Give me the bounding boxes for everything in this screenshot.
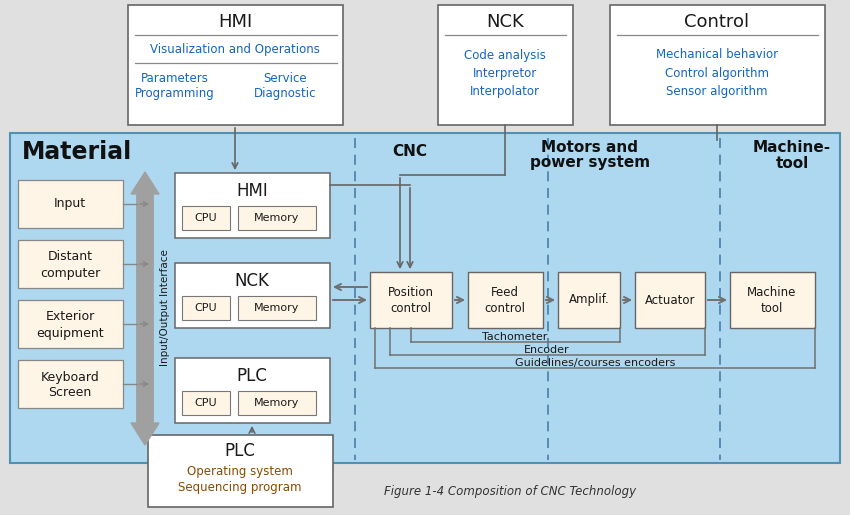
Text: NCK: NCK [486, 13, 524, 31]
Bar [10, 133, 840, 463]
Bar [182, 391, 230, 415]
Text: Material: Material [22, 140, 133, 164]
Bar [137, 192, 153, 425]
Text: Screen: Screen [48, 386, 92, 400]
Text: Interpolator: Interpolator [470, 84, 540, 97]
Bar [238, 206, 316, 230]
Text: Actuator: Actuator [645, 294, 695, 306]
Text: Memory: Memory [254, 398, 300, 408]
Bar [635, 272, 705, 328]
Text: Diagnostic: Diagnostic [254, 87, 316, 99]
Bar [182, 296, 230, 320]
Text: Memory: Memory [254, 213, 300, 223]
Text: Control algorithm: Control algorithm [665, 66, 769, 79]
Text: CPU: CPU [195, 213, 218, 223]
Text: Visualization and Operations: Visualization and Operations [150, 43, 320, 57]
Text: Mechanical behavior: Mechanical behavior [656, 48, 778, 61]
Text: Exterior: Exterior [45, 311, 94, 323]
Bar [18, 180, 123, 228]
Text: Feed: Feed [491, 285, 519, 299]
Bar [18, 360, 123, 408]
Text: Interpretor: Interpretor [473, 66, 537, 79]
Bar [175, 173, 330, 238]
Bar [18, 240, 123, 288]
Text: Service: Service [264, 72, 307, 84]
Text: Memory: Memory [254, 303, 300, 313]
Text: Guidelines/courses encoders: Guidelines/courses encoders [515, 358, 675, 368]
Bar [238, 391, 316, 415]
Text: CPU: CPU [195, 303, 218, 313]
Bar [558, 272, 620, 328]
Text: Parameters: Parameters [141, 72, 209, 84]
Text: power system: power system [530, 156, 650, 170]
Text: control: control [484, 302, 525, 316]
Text: Sequencing program: Sequencing program [178, 482, 302, 494]
Text: HMI: HMI [218, 13, 252, 31]
FancyArrow shape [131, 194, 159, 445]
Bar [370, 272, 452, 328]
Bar [438, 5, 573, 125]
Text: Code analysis: Code analysis [464, 48, 546, 61]
Text: HMI: HMI [236, 182, 268, 200]
Text: tool: tool [761, 302, 783, 316]
Bar [730, 272, 815, 328]
Text: Machine-: Machine- [753, 140, 831, 154]
Text: Amplif.: Amplif. [569, 294, 609, 306]
Text: Input: Input [54, 197, 86, 211]
Text: PLC: PLC [236, 367, 268, 385]
Text: NCK: NCK [235, 272, 269, 290]
Text: Keyboard: Keyboard [41, 370, 99, 384]
Bar [610, 5, 825, 125]
Text: tool: tool [775, 156, 808, 170]
Text: Distant: Distant [48, 250, 93, 264]
Bar [468, 272, 543, 328]
Bar [175, 263, 330, 328]
Text: Sensor algorithm: Sensor algorithm [666, 84, 768, 97]
Text: Tachometer: Tachometer [482, 332, 547, 342]
Text: Figure 1-4 Composition of CNC Technology: Figure 1-4 Composition of CNC Technology [384, 486, 636, 499]
Text: Motors and: Motors and [541, 140, 638, 154]
Text: Position: Position [388, 285, 434, 299]
Text: computer: computer [40, 266, 100, 280]
Text: CNC: CNC [393, 145, 428, 160]
Bar [148, 435, 333, 507]
Text: Encoder: Encoder [524, 345, 570, 355]
Text: PLC: PLC [224, 442, 256, 460]
Text: CPU: CPU [195, 398, 218, 408]
Bar [238, 296, 316, 320]
Text: Programming: Programming [135, 87, 215, 99]
Text: control: control [390, 302, 432, 316]
Bar [18, 300, 123, 348]
Bar [182, 206, 230, 230]
Text: Input/Output Interface: Input/Output Interface [160, 250, 170, 367]
Text: equipment: equipment [37, 327, 104, 339]
Bar [175, 358, 330, 423]
FancyArrow shape [131, 172, 159, 423]
Text: Control: Control [684, 13, 750, 31]
Text: Operating system: Operating system [187, 465, 293, 477]
Text: Machine: Machine [747, 285, 796, 299]
Bar [128, 5, 343, 125]
